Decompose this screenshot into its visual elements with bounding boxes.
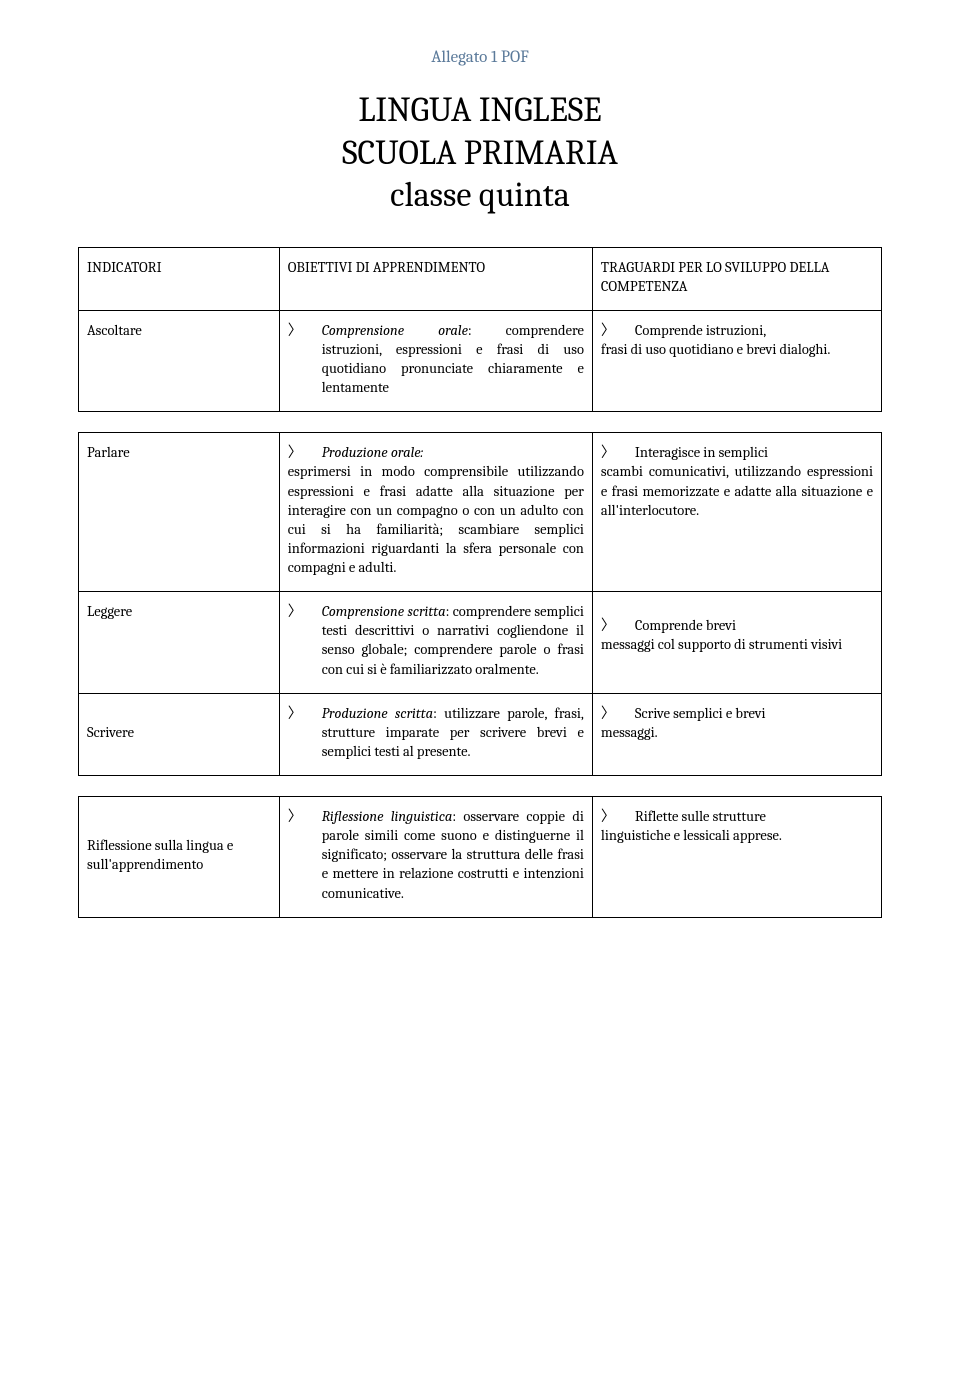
table-row: Riflessione sulla lingua e sull'apprendi… [79,797,882,918]
title-line-3: classe quinta [78,174,882,217]
table-row: INDICATORI OBIETTIVI DI APPRENDIMENTO TR… [79,247,882,310]
cell-parlare: Parlare [79,433,280,592]
lead-text: Interagisce in semplici [635,444,768,461]
angle-bullet-icon: 〉 [288,807,322,826]
table-row: Leggere 〉Comprensione scritta: comprende… [79,592,882,694]
header-obiettivi: OBIETTIVI DI APPRENDIMENTO [279,247,592,310]
cell-riflessione-traguardi: 〉Riflette sulle strutture linguistiche e… [592,797,881,918]
lead-text: Scrive semplici e brevi [635,705,766,722]
cell-scrivere: Scrivere [79,693,280,775]
table-2: Parlare 〉Produzione orale: esprimersi in… [78,432,882,776]
cell-riflessione-obiettivi: 〉Riflessione linguistica: osservare copp… [279,797,592,918]
lead-text: Comprensione orale [322,322,468,339]
cell-scrivere-obiettivi: 〉Produzione scritta: utilizzare parole, … [279,693,592,775]
title-line-2: SCUOLA PRIMARIA [78,132,882,175]
angle-bullet-icon: 〉 [601,321,635,340]
angle-bullet-icon: 〉 [601,443,635,462]
cell-ascoltare-obiettivi: 〉Comprensione orale: comprendere istruzi… [279,310,592,412]
cell-parlare-traguardi: 〉Interagisce in semplici scambi comunica… [592,433,881,592]
header-traguardi: TRAGUARDI PER LO SVILUPPO DELLA COMPETEN… [592,247,881,310]
lead-text: Riflessione linguistica [322,808,453,825]
table-row: Ascoltare 〉Comprensione orale: comprende… [79,310,882,412]
rest-text: scambi comunicativi, utilizzando espress… [601,463,873,518]
title-block: LINGUA INGLESE SCUOLA PRIMARIA classe qu… [78,89,882,217]
angle-bullet-icon: 〉 [288,704,322,723]
table-row: Scrivere 〉Produzione scritta: utilizzare… [79,693,882,775]
rest-text: messaggi col supporto di strumenti visiv… [601,636,842,653]
cell-parlare-obiettivi: 〉Produzione orale: esprimersi in modo co… [279,433,592,592]
rest-text: esprimersi in modo comprensibile utilizz… [288,463,584,576]
angle-bullet-icon: 〉 [288,602,322,621]
lead-text: Comprende brevi [635,617,736,634]
cell-leggere-traguardi: 〉Comprende brevi messaggi col supporto d… [592,592,881,694]
lead-text: Produzione orale: [322,444,424,461]
cell-leggere: Leggere [79,592,280,694]
header-small-title: Allegato 1 POF [78,48,882,67]
cell-ascoltare: Ascoltare [79,310,280,412]
angle-bullet-icon: 〉 [601,807,635,826]
rest-text: linguistiche e lessicali apprese. [601,827,782,844]
title-line-1: LINGUA INGLESE [78,89,882,132]
angle-bullet-icon: 〉 [288,321,322,340]
angle-bullet-icon: 〉 [288,443,322,462]
cell-riflessione: Riflessione sulla lingua e sull'apprendi… [79,797,280,918]
angle-bullet-icon: 〉 [601,704,635,723]
lead-text: Comprende istruzioni, [635,322,766,339]
cell-leggere-obiettivi: 〉Comprensione scritta: comprendere sempl… [279,592,592,694]
lead-text: Comprensione scritta [322,603,446,620]
lead-text: Riflette sulle strutture [635,808,766,825]
table-3: Riflessione sulla lingua e sull'apprendi… [78,796,882,918]
cell-ascoltare-traguardi: 〉Comprende istruzioni, frasi di uso quot… [592,310,881,412]
table-row: Parlare 〉Produzione orale: esprimersi in… [79,433,882,592]
lead-text: Produzione scritta [322,705,433,722]
rest-text: messaggi. [601,724,658,741]
rest-text: frasi di uso quotidiano e brevi dialoghi… [601,341,831,358]
cell-scrivere-traguardi: 〉Scrive semplici e brevi messaggi. [592,693,881,775]
header-indicatori: INDICATORI [79,247,280,310]
table-1: INDICATORI OBIETTIVI DI APPRENDIMENTO TR… [78,247,882,413]
angle-bullet-icon: 〉 [601,616,635,635]
